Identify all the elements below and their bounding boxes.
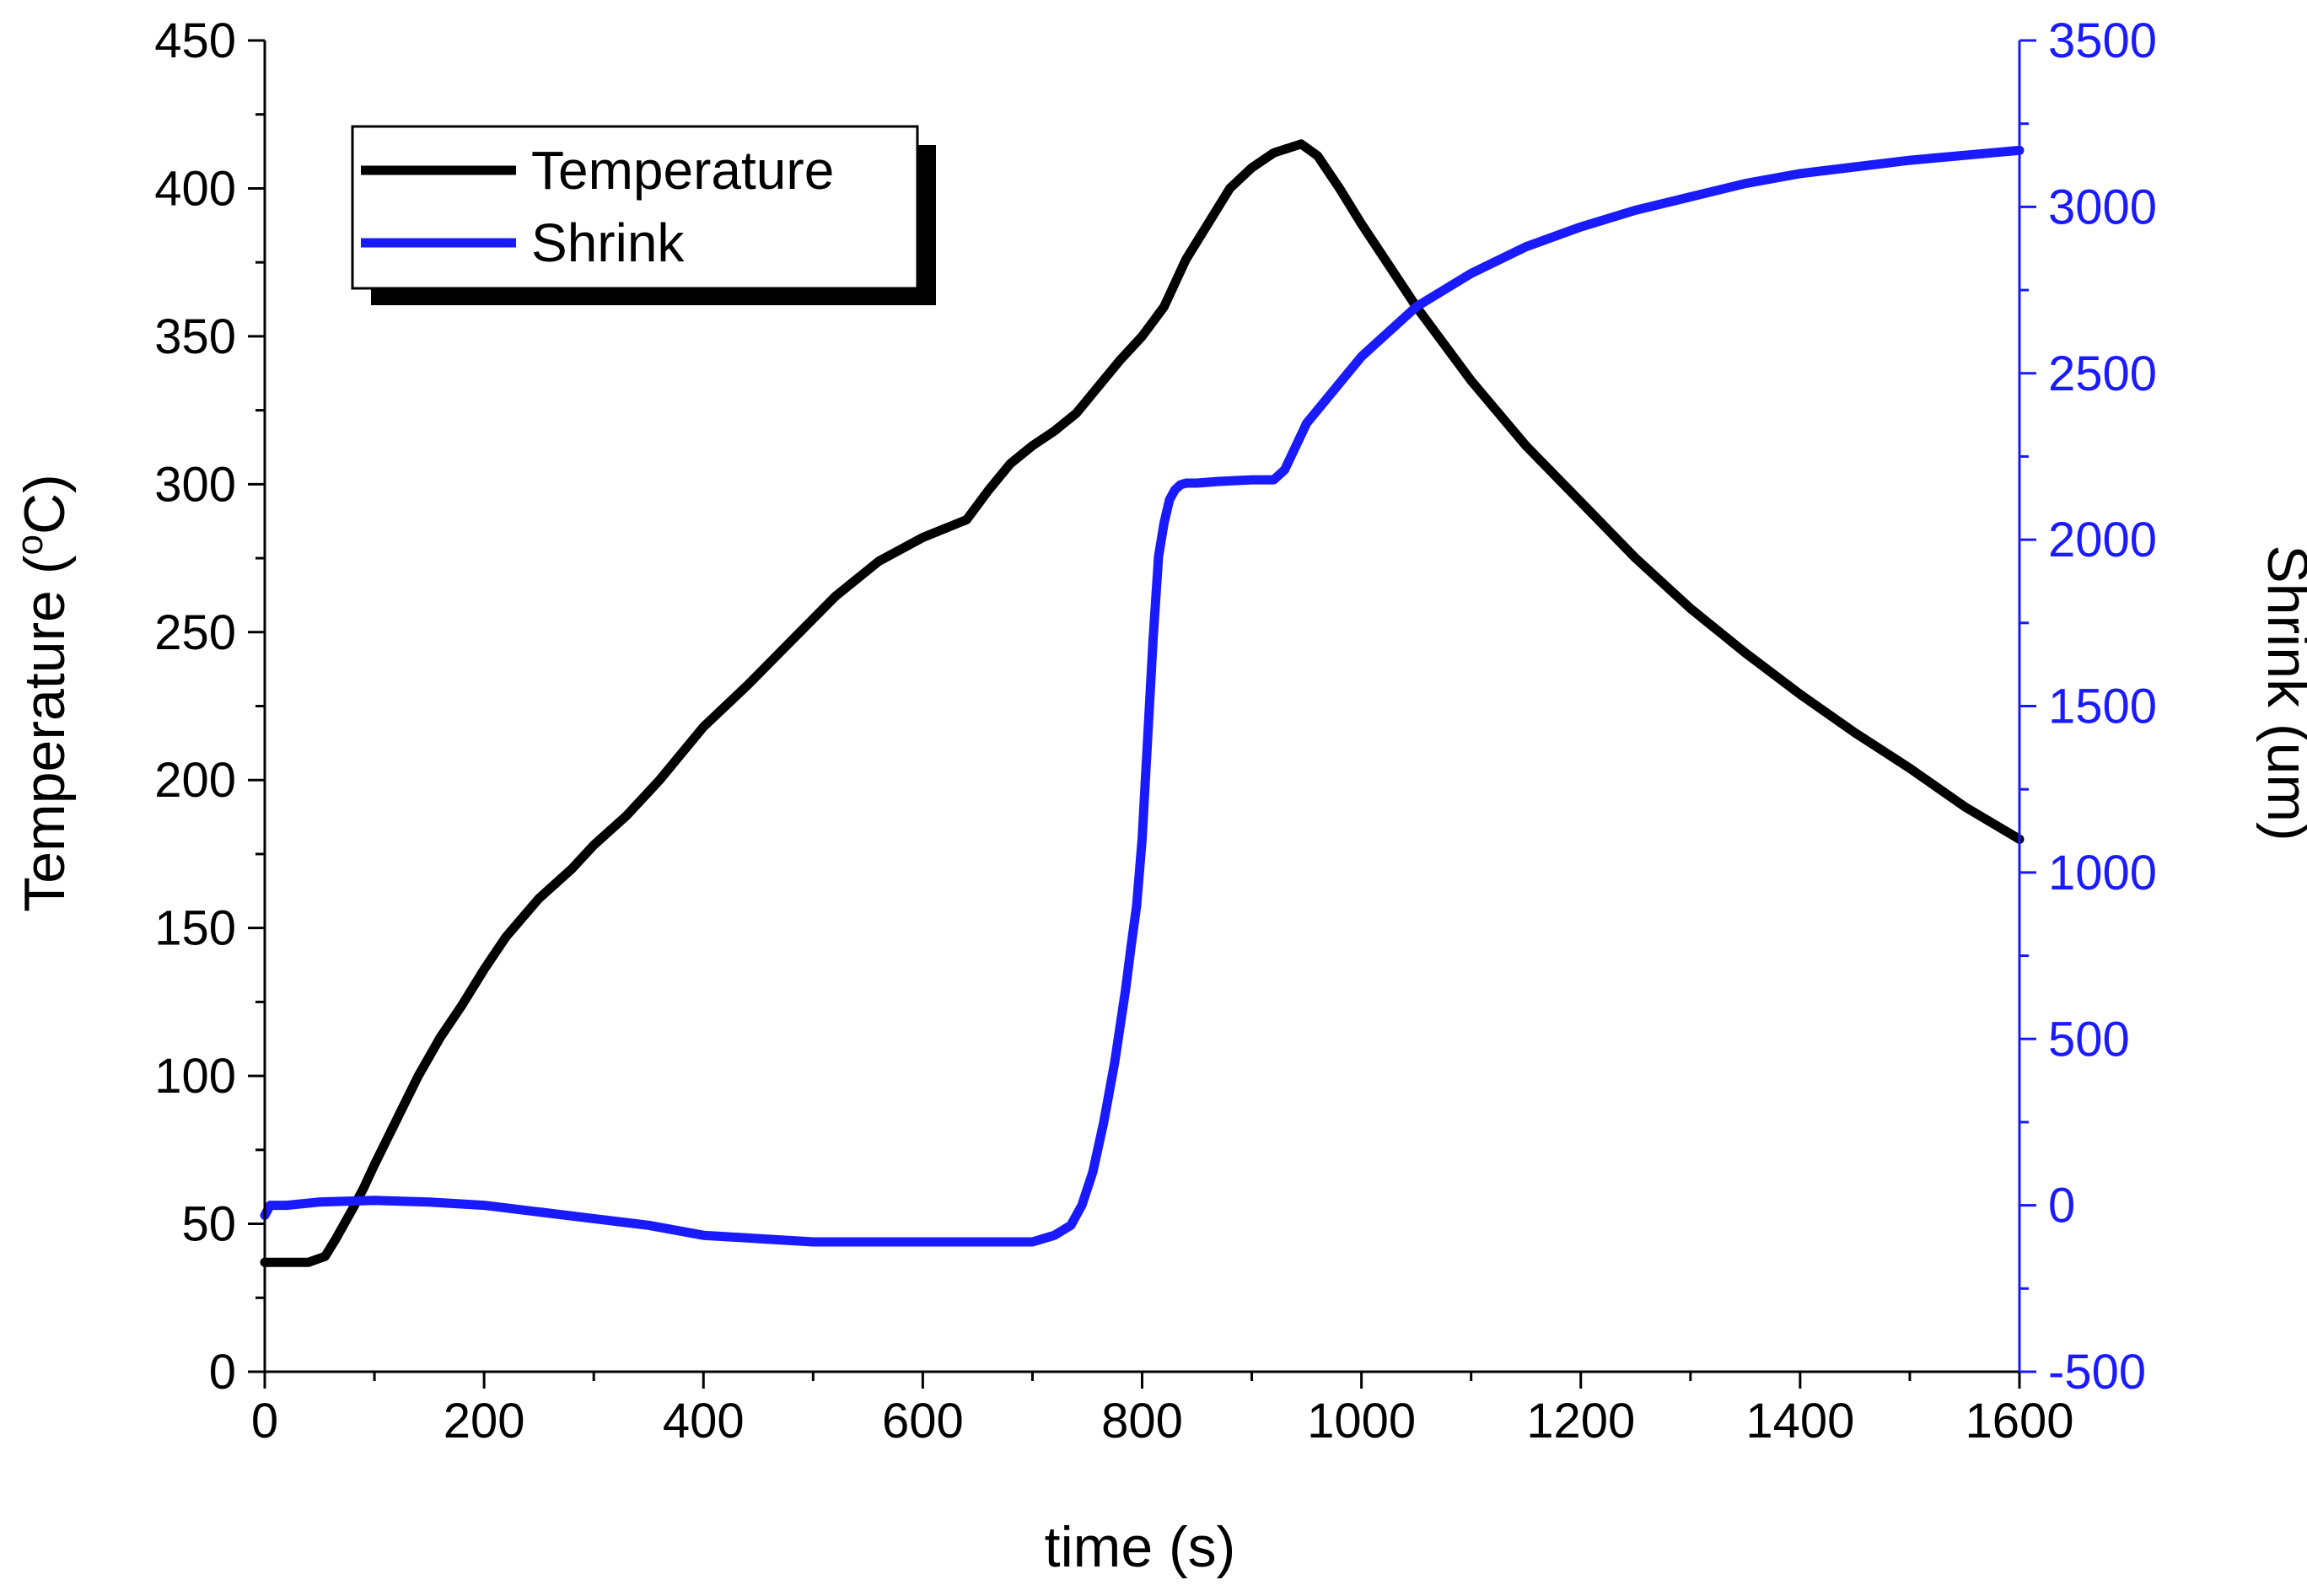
x-tick-label: 800 bbox=[1101, 1394, 1183, 1448]
x-tick-label: 1600 bbox=[1965, 1394, 2073, 1448]
legend-label-shrink: Shrink bbox=[531, 212, 685, 273]
plot-frame bbox=[263, 40, 2021, 1373]
y-right-tick-label: 1500 bbox=[2048, 680, 2157, 734]
y-left-tick-label: 150 bbox=[154, 901, 236, 956]
y-left-tick-label: 50 bbox=[181, 1197, 236, 1252]
y-left-tick-label: 300 bbox=[154, 457, 236, 512]
y-right-tick-label: -500 bbox=[2048, 1345, 2146, 1400]
y-right-tick-label: 2500 bbox=[2048, 347, 2157, 401]
x-tick-label: 0 bbox=[251, 1394, 278, 1448]
series-line-shrink bbox=[260, 145, 2025, 1247]
y-left-tick-label: 450 bbox=[154, 13, 236, 68]
series-layer bbox=[260, 139, 2025, 1267]
y-right-tick-label: 500 bbox=[2048, 1012, 2130, 1067]
legend: Temperature Shrink bbox=[351, 125, 936, 305]
y-left-tick-label: 250 bbox=[154, 605, 236, 660]
y-right-tick-label: 0 bbox=[2048, 1179, 2075, 1233]
series-line-temperature bbox=[260, 139, 2025, 1267]
y-left-tick-label: 100 bbox=[154, 1049, 236, 1104]
y-left-title-prefix: Temperature ( bbox=[13, 555, 77, 912]
y-right-tick-label: 2000 bbox=[2048, 513, 2157, 567]
legend-label-temperature: Temperature bbox=[531, 140, 834, 201]
x-tick-label: 400 bbox=[663, 1394, 745, 1448]
tick-labels: 0 200 400 600 800 1000 1200 1400 1600 0 50 100 150 20… bbox=[154, 13, 2157, 1448]
y-left-tick-label: 200 bbox=[154, 753, 236, 808]
y-left-tick-label: 400 bbox=[154, 161, 236, 216]
legend-box bbox=[351, 125, 919, 290]
axis-ticks bbox=[248, 39, 2036, 1389]
x-tick-label: 600 bbox=[882, 1394, 964, 1448]
y-left-axis-title: Temperature (oC) bbox=[9, 474, 77, 912]
x-tick-label: 1200 bbox=[1526, 1394, 1635, 1448]
y-left-title-superscript: o bbox=[9, 535, 51, 555]
x-axis-title: time (s) bbox=[1045, 1515, 1236, 1579]
y-left-tick-label: 350 bbox=[154, 309, 236, 364]
y-left-tick-label: 0 bbox=[209, 1345, 236, 1400]
y-right-tick-label: 3500 bbox=[2048, 13, 2157, 68]
x-tick-label: 1000 bbox=[1307, 1394, 1416, 1448]
x-tick-label: 200 bbox=[444, 1394, 525, 1448]
y-right-tick-label: 3000 bbox=[2048, 180, 2157, 234]
y-left-title-suffix: C) bbox=[13, 474, 77, 535]
y-right-tick-label: 1000 bbox=[2048, 846, 2157, 900]
x-tick-label: 1400 bbox=[1745, 1394, 1854, 1448]
y-right-axis-title: Shrink (um) bbox=[2256, 545, 2307, 841]
